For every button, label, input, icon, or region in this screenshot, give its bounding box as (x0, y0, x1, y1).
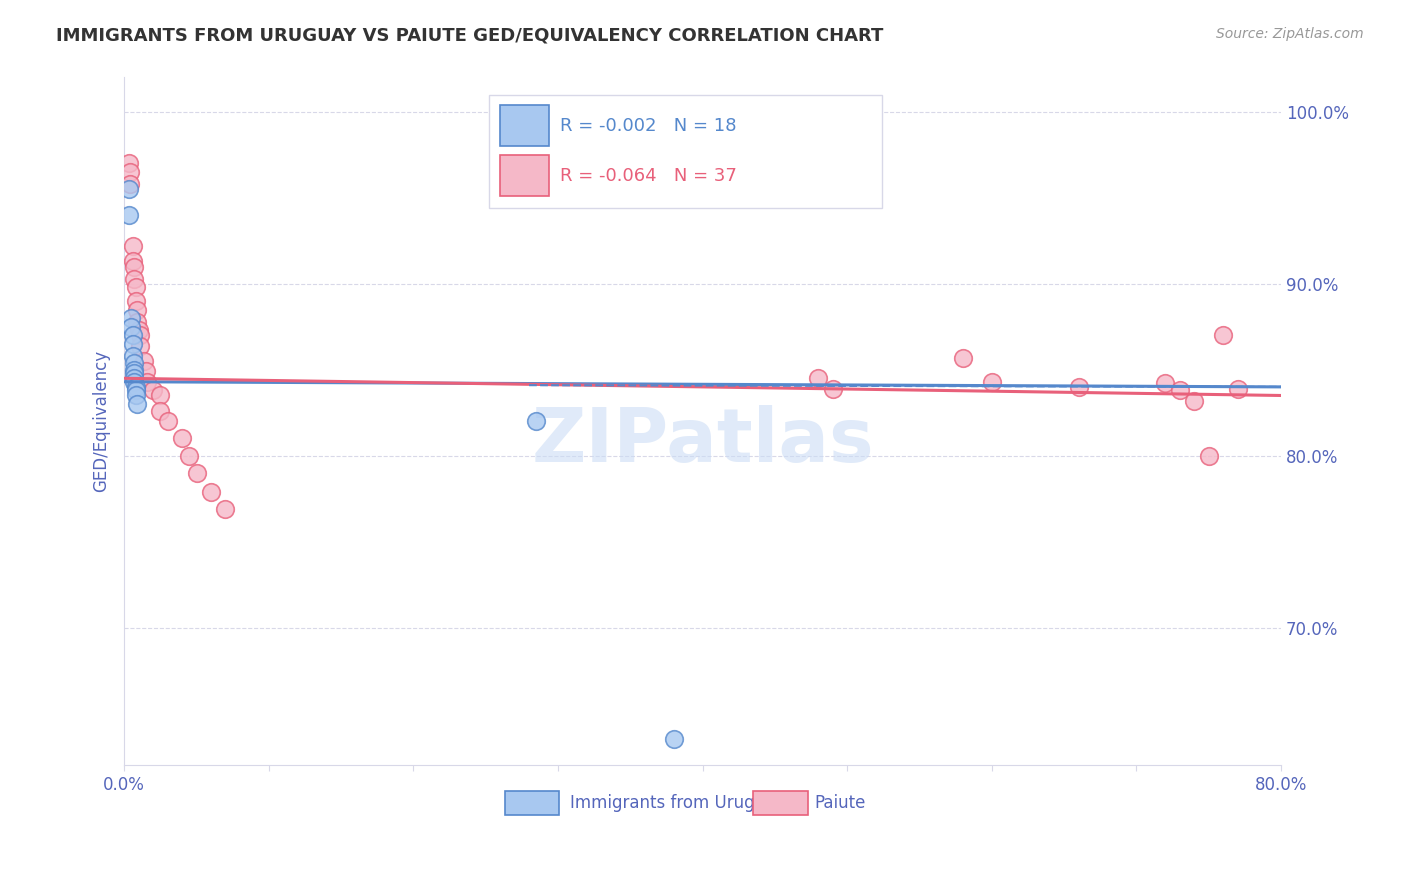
Text: Immigrants from Uruguay: Immigrants from Uruguay (569, 794, 785, 812)
Point (980, 375, 1002, 389)
Point (214, 502, 236, 516)
Point (821, 382, 844, 396)
Point (125, 388, 148, 402)
Point (156, 414, 179, 428)
Point (117, 182, 139, 196)
Point (200, 484, 222, 499)
Point (1154, 376, 1177, 391)
Text: Paiute: Paiute (815, 794, 866, 812)
Point (149, 404, 172, 418)
Point (128, 323, 150, 337)
Point (125, 380, 148, 394)
Point (117, 208, 139, 222)
Point (1226, 382, 1249, 396)
Point (1168, 384, 1191, 398)
Point (186, 466, 208, 480)
Point (170, 432, 193, 446)
Point (124, 366, 146, 380)
Point (1182, 393, 1205, 408)
Point (125, 384, 148, 398)
Point (129, 328, 152, 343)
Point (125, 280, 148, 294)
Point (149, 388, 172, 402)
Point (127, 302, 149, 317)
Point (179, 449, 201, 463)
Point (136, 375, 159, 389)
FancyBboxPatch shape (505, 791, 560, 814)
Point (124, 371, 146, 385)
Point (952, 351, 974, 365)
Point (1067, 380, 1090, 394)
Point (122, 337, 145, 351)
FancyBboxPatch shape (754, 791, 808, 814)
Point (142, 384, 165, 398)
Y-axis label: GED/Equivalency: GED/Equivalency (93, 351, 110, 492)
Point (127, 314, 149, 328)
Point (127, 397, 149, 411)
Point (524, 414, 547, 428)
Point (1198, 449, 1220, 463)
Point (807, 371, 830, 385)
Text: Source: ZipAtlas.com: Source: ZipAtlas.com (1216, 27, 1364, 41)
Point (120, 311, 142, 326)
Point (1212, 328, 1234, 343)
Point (135, 364, 157, 378)
Point (122, 239, 145, 253)
Point (122, 254, 145, 268)
FancyBboxPatch shape (501, 155, 548, 196)
Text: R = -0.064   N = 37: R = -0.064 N = 37 (561, 167, 737, 185)
Point (118, 177, 141, 191)
Point (122, 328, 145, 343)
Point (124, 260, 146, 274)
Text: IMMIGRANTS FROM URUGUAY VS PAIUTE GED/EQUIVALENCY CORRELATION CHART: IMMIGRANTS FROM URUGUAY VS PAIUTE GED/EQ… (56, 27, 883, 45)
Point (117, 156, 139, 170)
Point (124, 362, 146, 376)
FancyBboxPatch shape (501, 105, 548, 146)
Point (124, 356, 146, 370)
Point (125, 293, 148, 308)
Point (129, 338, 152, 352)
Point (120, 319, 142, 334)
Point (134, 354, 156, 368)
Text: R = -0.002   N = 18: R = -0.002 N = 18 (561, 117, 737, 135)
Point (118, 165, 141, 179)
Text: ZIPatlas: ZIPatlas (531, 405, 875, 478)
Point (124, 375, 146, 389)
FancyBboxPatch shape (489, 95, 882, 208)
Point (662, 732, 685, 747)
Point (122, 349, 145, 363)
Point (124, 271, 146, 285)
